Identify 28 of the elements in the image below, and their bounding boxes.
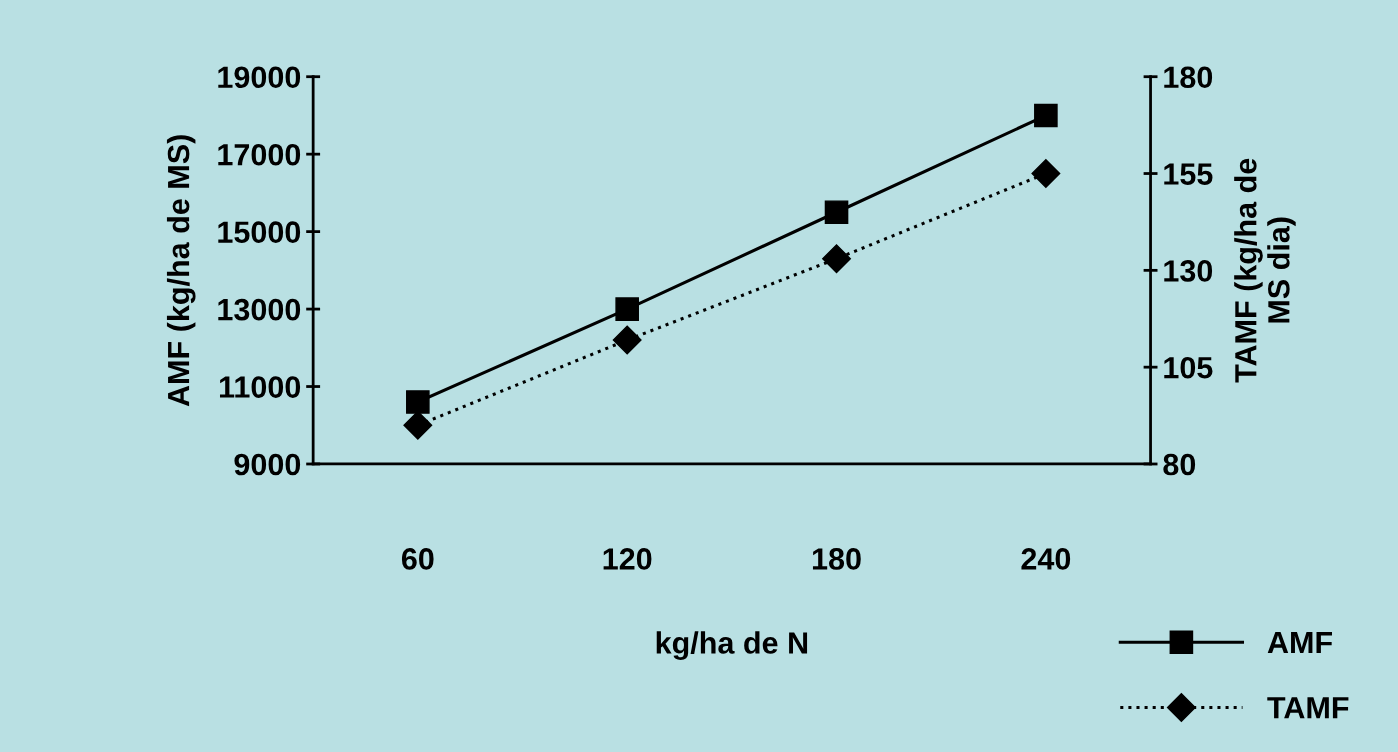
- y-axis-title: AMF (kg/ha de MS): [166, 135, 196, 407]
- point: [403, 410, 433, 440]
- legend-label: AMF: [1267, 631, 1332, 654]
- y2-tick-label: 105: [1164, 356, 1213, 379]
- y2-tick-label: 130: [1164, 260, 1213, 282]
- y-tick-label: 11000: [219, 376, 301, 398]
- y2-tick-label: 155: [1164, 163, 1213, 185]
- point: [615, 297, 639, 321]
- point: [824, 200, 849, 225]
- y-tick-label: 9000: [234, 453, 301, 476]
- point: [612, 325, 642, 355]
- point: [1031, 159, 1061, 188]
- y2-tick-label: 180: [1164, 66, 1213, 89]
- point: [406, 390, 430, 414]
- y-tick-label: 13000: [218, 298, 301, 321]
- legend-label: TAMF: [1267, 697, 1349, 719]
- x-axis-title: kg/ha de N: [656, 631, 808, 660]
- x-tick-label: 240: [1021, 548, 1071, 570]
- x-tick-label: 120: [603, 548, 652, 570]
- x-tick-label: 180: [812, 548, 861, 570]
- y-tick-label: 17000: [218, 143, 301, 166]
- y-tick-label: 19000: [218, 66, 301, 89]
- x-tick-label: 60: [401, 548, 434, 570]
- y-tick-label: 15000: [218, 221, 301, 243]
- y2-axis-title: TAMF (kg/ha de MS dia): [1234, 158, 1296, 383]
- point: [1034, 103, 1058, 128]
- point: [822, 244, 851, 274]
- y2-tick-label: 80: [1163, 453, 1196, 476]
